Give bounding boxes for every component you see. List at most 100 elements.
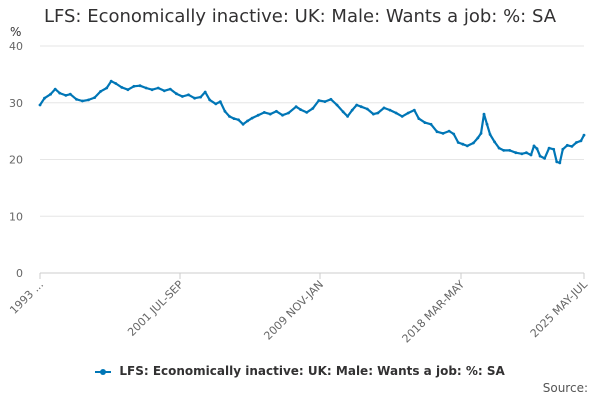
data-point[interactable] bbox=[232, 117, 236, 120]
data-point[interactable] bbox=[514, 151, 518, 155]
data-point[interactable] bbox=[575, 141, 578, 144]
data-point[interactable] bbox=[447, 129, 451, 133]
data-point[interactable] bbox=[472, 141, 475, 145]
data-point[interactable] bbox=[346, 115, 349, 118]
data-point[interactable] bbox=[429, 122, 433, 126]
data-point[interactable] bbox=[105, 86, 109, 90]
data-point[interactable] bbox=[68, 92, 72, 96]
data-point[interactable] bbox=[532, 144, 536, 148]
data-point[interactable] bbox=[144, 86, 148, 90]
data-point[interactable] bbox=[558, 161, 562, 165]
data-point[interactable] bbox=[305, 111, 309, 114]
data-point[interactable] bbox=[555, 160, 559, 164]
data-point[interactable] bbox=[156, 86, 160, 90]
data-point[interactable] bbox=[187, 93, 190, 97]
data-point[interactable] bbox=[275, 109, 278, 113]
data-point[interactable] bbox=[81, 99, 84, 103]
data-point[interactable] bbox=[132, 84, 136, 88]
data-point[interactable] bbox=[406, 111, 410, 115]
data-point[interactable] bbox=[168, 87, 172, 91]
data-point[interactable] bbox=[465, 144, 469, 148]
data-point[interactable] bbox=[311, 107, 315, 110]
data-point[interactable] bbox=[126, 88, 130, 92]
data-point[interactable] bbox=[256, 113, 260, 117]
data-point[interactable] bbox=[388, 108, 392, 112]
data-point[interactable] bbox=[359, 105, 363, 109]
data-point[interactable] bbox=[529, 153, 533, 157]
data-point[interactable] bbox=[287, 111, 290, 115]
data-point[interactable] bbox=[323, 100, 327, 103]
data-point[interactable] bbox=[520, 152, 524, 156]
data-point[interactable] bbox=[203, 90, 207, 94]
data-point[interactable] bbox=[538, 154, 542, 158]
data-point[interactable] bbox=[150, 88, 154, 92]
data-point[interactable] bbox=[394, 111, 398, 115]
data-point[interactable] bbox=[114, 82, 118, 85]
data-point[interactable] bbox=[372, 112, 375, 116]
data-point[interactable] bbox=[43, 96, 46, 100]
data-point[interactable] bbox=[479, 132, 483, 135]
data-point[interactable] bbox=[493, 140, 496, 144]
data-point[interactable] bbox=[476, 136, 480, 140]
data-point[interactable] bbox=[120, 86, 124, 89]
data-point[interactable] bbox=[355, 103, 359, 107]
data-point[interactable] bbox=[525, 151, 528, 155]
data-point[interactable] bbox=[228, 115, 231, 118]
data-point[interactable] bbox=[508, 149, 512, 152]
data-point[interactable] bbox=[93, 96, 96, 99]
data-point[interactable] bbox=[435, 130, 439, 134]
data-point[interactable] bbox=[547, 146, 551, 150]
data-point[interactable] bbox=[565, 143, 569, 147]
data-point[interactable] bbox=[268, 112, 272, 116]
data-point[interactable] bbox=[246, 119, 250, 123]
data-point[interactable] bbox=[250, 116, 254, 120]
data-point[interactable] bbox=[488, 133, 492, 136]
data-point[interactable] bbox=[417, 117, 421, 120]
data-point[interactable] bbox=[561, 147, 565, 151]
data-point[interactable] bbox=[38, 103, 42, 107]
data-point[interactable] bbox=[482, 112, 486, 116]
data-point[interactable] bbox=[299, 108, 302, 111]
data-point[interactable] bbox=[543, 157, 546, 160]
data-point[interactable] bbox=[49, 92, 52, 96]
data-point[interactable] bbox=[382, 106, 386, 110]
data-point[interactable] bbox=[376, 111, 380, 115]
data-point[interactable] bbox=[223, 109, 227, 113]
data-point[interactable] bbox=[208, 98, 212, 102]
data-point[interactable] bbox=[341, 110, 345, 114]
data-point[interactable] bbox=[485, 122, 489, 126]
data-point[interactable] bbox=[456, 141, 460, 144]
data-point[interactable] bbox=[582, 133, 586, 137]
data-point[interactable] bbox=[214, 102, 218, 106]
data-point[interactable] bbox=[281, 113, 284, 117]
data-point[interactable] bbox=[441, 132, 445, 135]
data-point[interactable] bbox=[570, 145, 574, 148]
data-point[interactable] bbox=[138, 84, 142, 88]
data-point[interactable] bbox=[294, 105, 298, 109]
data-point[interactable] bbox=[350, 108, 354, 112]
data-point[interactable] bbox=[412, 108, 416, 112]
data-point[interactable] bbox=[365, 107, 369, 111]
data-point[interactable] bbox=[181, 95, 184, 98]
data-point[interactable] bbox=[335, 103, 339, 107]
data-point[interactable] bbox=[237, 118, 240, 122]
data-point[interactable] bbox=[87, 98, 90, 102]
data-point[interactable] bbox=[502, 149, 506, 152]
data-point[interactable] bbox=[162, 89, 166, 93]
data-point[interactable] bbox=[218, 100, 222, 103]
data-point[interactable] bbox=[535, 147, 539, 151]
legend[interactable]: LFS: Economically inactive: UK: Male: Wa… bbox=[0, 364, 600, 378]
data-point[interactable] bbox=[400, 115, 404, 118]
series-line[interactable] bbox=[38, 80, 586, 164]
data-point[interactable] bbox=[461, 142, 465, 146]
data-point[interactable] bbox=[199, 95, 203, 99]
data-point[interactable] bbox=[329, 97, 333, 101]
data-point[interactable] bbox=[452, 132, 456, 136]
data-point[interactable] bbox=[53, 87, 57, 91]
data-point[interactable] bbox=[552, 147, 556, 151]
data-point[interactable] bbox=[99, 90, 102, 93]
data-point[interactable] bbox=[175, 92, 178, 96]
data-point[interactable] bbox=[241, 122, 245, 126]
data-point[interactable] bbox=[58, 91, 62, 95]
data-point[interactable] bbox=[579, 139, 583, 143]
